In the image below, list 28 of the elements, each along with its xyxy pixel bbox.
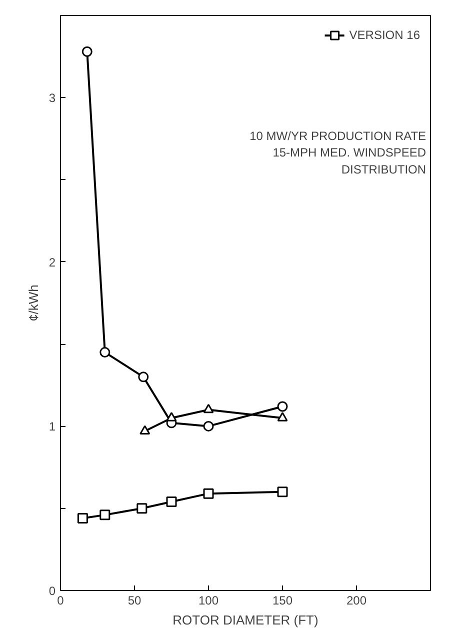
x-axis-title: ROTOR DIAMETER (FT) <box>172 612 318 628</box>
annotation: 10 MW/YR PRODUCTION RATE 15-MPH MED. WINDSPEED DISTRIBUTION <box>250 128 426 176</box>
point <box>203 420 214 432</box>
point <box>77 512 88 524</box>
point <box>138 372 149 382</box>
point <box>277 412 288 422</box>
y-axis-title: ¢/kWh <box>26 284 41 322</box>
point <box>203 488 214 499</box>
x-tick-label: 150 <box>272 594 293 608</box>
point <box>140 425 150 434</box>
x-tick-label: 100 <box>198 594 219 608</box>
y-tick-label: 0 <box>48 584 56 598</box>
point <box>277 401 288 412</box>
x-tick-label: 50 <box>128 594 142 608</box>
x-tick-label: 200 <box>346 594 367 608</box>
point <box>100 347 110 358</box>
point <box>82 46 92 57</box>
point <box>136 503 148 514</box>
point <box>203 404 214 414</box>
y-tick-label: 1 <box>48 420 56 434</box>
y-tick-label: 3 <box>48 91 56 106</box>
point <box>166 496 177 508</box>
point <box>166 412 177 422</box>
legend-label: VERSION 16 <box>349 28 420 42</box>
point <box>277 486 288 498</box>
x-tick-label: 0 <box>57 594 64 608</box>
y-tick-label: 2 <box>48 255 56 270</box>
point <box>100 510 110 520</box>
